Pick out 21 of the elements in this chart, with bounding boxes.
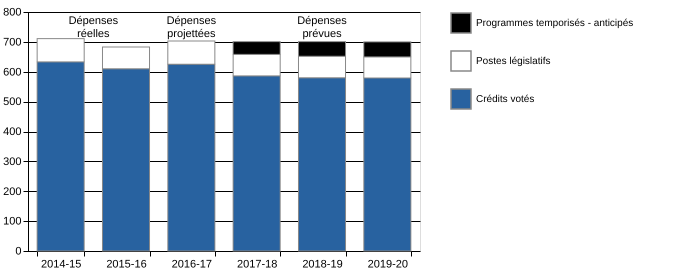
y-tick-label: 0 <box>15 246 22 258</box>
y-tick-label: 600 <box>3 66 22 78</box>
x-tick-label: 2017-18 <box>236 258 278 268</box>
legend-label: Crédits votés <box>476 94 534 105</box>
x-tick-label: 2015-16 <box>106 258 147 268</box>
y-tick-label: 700 <box>3 36 22 48</box>
y-tick-label: 500 <box>3 96 22 108</box>
legend-label: Programmes temporisés - anticipés <box>476 18 634 29</box>
y-tick-label: 300 <box>3 156 22 168</box>
y-tick-label: 100 <box>3 216 22 228</box>
x-tick-label: 2014-15 <box>40 258 82 268</box>
y-tick-label: 400 <box>3 126 22 138</box>
y-tick-label: 800 <box>3 6 22 18</box>
x-tick-label: 2018-19 <box>302 258 343 268</box>
x-tick-label: 2019-20 <box>368 258 408 268</box>
annotation: Dépenses réelles <box>68 15 119 40</box>
y-tick-label: 200 <box>3 186 22 198</box>
annotation: Dépenses projettées <box>166 15 217 40</box>
x-tick-label: 2016-17 <box>172 258 212 268</box>
annotation: Dépenses prévues <box>297 15 348 40</box>
legend-label: Postes législatifs <box>476 56 550 67</box>
